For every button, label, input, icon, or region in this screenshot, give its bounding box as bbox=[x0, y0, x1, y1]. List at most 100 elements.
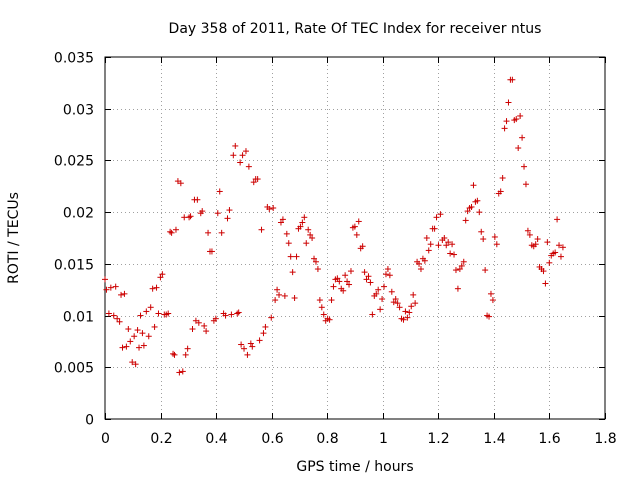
data-point bbox=[167, 228, 174, 235]
data-point bbox=[346, 281, 353, 288]
data-point bbox=[301, 214, 308, 221]
data-point bbox=[478, 228, 485, 235]
data-point bbox=[503, 118, 510, 125]
data-point bbox=[532, 241, 539, 248]
data-point bbox=[437, 211, 444, 218]
data-point bbox=[276, 291, 283, 298]
data-point bbox=[307, 231, 314, 238]
data-point bbox=[171, 351, 178, 358]
data-point bbox=[390, 299, 397, 306]
data-point bbox=[384, 266, 391, 273]
axis-ticks: 0 0.2 0.4 0.6 0.8 1 1.2 1.4 1.6 1.8 0 0.005 0.01 0.01… bbox=[54, 51, 617, 448]
data-point bbox=[519, 134, 526, 141]
data-point bbox=[328, 297, 335, 304]
data-point bbox=[110, 312, 117, 319]
y-tick-label: 0.03 bbox=[63, 103, 94, 119]
data-point bbox=[256, 337, 263, 344]
data-point bbox=[249, 343, 256, 350]
data-point bbox=[460, 258, 467, 265]
data-point bbox=[165, 310, 172, 317]
data-point bbox=[359, 243, 366, 250]
data-point bbox=[216, 188, 223, 195]
data-point bbox=[476, 209, 483, 216]
data-point bbox=[205, 229, 212, 236]
data-point bbox=[107, 284, 114, 291]
data-point bbox=[396, 304, 403, 311]
data-point bbox=[423, 235, 430, 241]
data-point bbox=[247, 340, 254, 347]
data-point bbox=[262, 323, 269, 330]
data-point bbox=[386, 272, 393, 279]
data-point bbox=[408, 303, 415, 310]
data-point bbox=[218, 229, 225, 236]
data-point bbox=[237, 159, 244, 166]
grid-lines bbox=[105, 57, 605, 419]
data-point bbox=[522, 181, 529, 188]
data-point bbox=[232, 142, 239, 149]
data-point bbox=[552, 249, 559, 256]
data-point bbox=[320, 311, 327, 318]
data-point bbox=[433, 214, 440, 221]
data-point bbox=[131, 333, 138, 340]
data-point bbox=[410, 291, 417, 298]
data-point bbox=[402, 308, 409, 315]
data-point bbox=[351, 223, 358, 230]
data-point bbox=[277, 219, 284, 226]
data-point bbox=[326, 316, 333, 323]
data-point bbox=[546, 259, 553, 266]
data-point bbox=[105, 310, 112, 317]
data-point bbox=[177, 180, 184, 187]
data-point bbox=[189, 326, 196, 333]
x-tick-label: 1.6 bbox=[538, 431, 560, 447]
data-point bbox=[404, 314, 411, 321]
data-point bbox=[412, 300, 419, 307]
data-point bbox=[491, 233, 498, 240]
data-point bbox=[369, 311, 376, 318]
data-point bbox=[168, 229, 175, 236]
data-point bbox=[241, 345, 248, 352]
data-point bbox=[456, 266, 463, 273]
data-point bbox=[470, 182, 477, 189]
y-tick-label: 0.02 bbox=[63, 206, 94, 222]
data-point bbox=[355, 218, 362, 225]
data-point bbox=[509, 76, 516, 83]
data-point bbox=[139, 330, 146, 337]
data-point bbox=[118, 291, 125, 298]
data-point bbox=[309, 235, 316, 241]
data-point bbox=[305, 226, 312, 233]
data-point bbox=[199, 208, 206, 215]
x-tick-label: 0.2 bbox=[150, 431, 172, 447]
data-point bbox=[458, 262, 465, 269]
data-point bbox=[186, 214, 193, 221]
data-point bbox=[388, 288, 395, 295]
data-point bbox=[226, 207, 233, 214]
data-point bbox=[482, 267, 489, 274]
data-point bbox=[235, 309, 242, 316]
data-point bbox=[381, 283, 388, 290]
data-point bbox=[400, 316, 407, 323]
data-point bbox=[238, 341, 245, 348]
data-point bbox=[137, 312, 144, 319]
data-point bbox=[344, 278, 351, 285]
data-point bbox=[336, 278, 343, 285]
data-point bbox=[447, 250, 454, 257]
data-point bbox=[244, 351, 251, 358]
data-point bbox=[187, 213, 194, 220]
data-point bbox=[554, 216, 561, 223]
data-point bbox=[203, 328, 210, 335]
data-point bbox=[268, 314, 275, 321]
data-point bbox=[123, 343, 130, 350]
data-point bbox=[314, 266, 321, 273]
data-point bbox=[487, 290, 494, 297]
data-point bbox=[361, 269, 368, 276]
data-point bbox=[274, 286, 281, 293]
data-point bbox=[145, 333, 152, 340]
data-point bbox=[489, 297, 496, 304]
data-point bbox=[501, 125, 508, 132]
data-point bbox=[155, 310, 162, 317]
data-point bbox=[228, 311, 235, 318]
data-point bbox=[234, 310, 241, 317]
data-point bbox=[375, 286, 382, 293]
data-point bbox=[342, 272, 349, 279]
data-point bbox=[382, 271, 389, 278]
